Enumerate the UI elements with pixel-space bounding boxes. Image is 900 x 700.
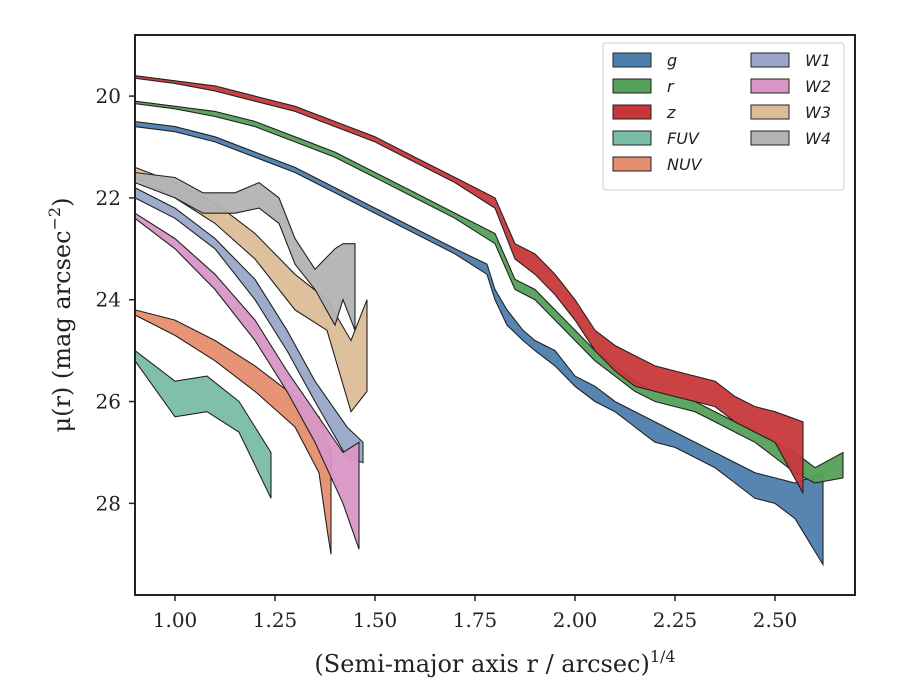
x-axis-label: (Semi-major axis r / arcsec)1/4 bbox=[314, 647, 675, 678]
y-tick-label: 26 bbox=[96, 390, 121, 414]
legend-label-g: g bbox=[667, 51, 677, 70]
plot-frame bbox=[134, 34, 856, 596]
legend-label-w3: W3 bbox=[805, 103, 831, 122]
legend-label-w2: W2 bbox=[805, 77, 831, 96]
x-axis-ticks: 1.00 1.25 1.50 1.75 2.00 2.25 2.50 bbox=[153, 595, 798, 632]
legend: grz FUV NUV W1 W2 W3 W4 bbox=[602, 42, 845, 191]
x-tick-label: 1.25 bbox=[253, 608, 298, 632]
band-w1 bbox=[134, 186, 364, 464]
legend-label-fuv: FUV bbox=[667, 129, 700, 148]
legend-label-nuv: NUV bbox=[667, 155, 703, 174]
legend-swatch-w3 bbox=[750, 104, 790, 120]
legend-label-w4: W4 bbox=[805, 129, 831, 148]
y-axis-label: μ(r) (mag arcsec−2) bbox=[45, 198, 76, 433]
x-tick-label: 2.50 bbox=[753, 608, 798, 632]
x-tick-label: 1.00 bbox=[153, 608, 198, 632]
y-tick-label: 20 bbox=[96, 84, 121, 108]
band-nuv bbox=[134, 309, 332, 555]
band-r bbox=[134, 100, 844, 484]
y-tick-label: 22 bbox=[96, 186, 121, 210]
band-w3 bbox=[134, 166, 368, 413]
legend-swatch-r bbox=[612, 78, 652, 94]
band-w4 bbox=[134, 171, 356, 331]
legend-swatch-w2 bbox=[750, 78, 790, 94]
legend-swatch-w1 bbox=[750, 52, 790, 68]
legend-label-w1: W1 bbox=[805, 51, 831, 70]
band-w2 bbox=[134, 212, 360, 550]
series-bands bbox=[134, 75, 844, 567]
band-z bbox=[134, 75, 804, 494]
band-fuv bbox=[134, 349, 272, 499]
x-tick-label: 1.75 bbox=[453, 608, 498, 632]
legend-swatch-fuv bbox=[612, 130, 652, 146]
x-tick-label: 2.00 bbox=[553, 608, 598, 632]
legend-label-r: r bbox=[667, 77, 675, 96]
x-tick-label: 2.25 bbox=[653, 608, 698, 632]
legend-swatch-z bbox=[612, 104, 652, 120]
y-tick-label: 28 bbox=[96, 491, 121, 515]
y-tick-label: 24 bbox=[96, 288, 121, 312]
legend-swatch-w4 bbox=[750, 130, 790, 146]
band-g bbox=[134, 120, 824, 567]
legend-swatch-g bbox=[612, 52, 652, 68]
x-tick-label: 1.50 bbox=[353, 608, 398, 632]
legend-label-z: z bbox=[666, 103, 676, 122]
y-axis-ticks: 20 22 24 26 28 bbox=[96, 84, 135, 515]
legend-swatch-nuv bbox=[612, 156, 652, 172]
